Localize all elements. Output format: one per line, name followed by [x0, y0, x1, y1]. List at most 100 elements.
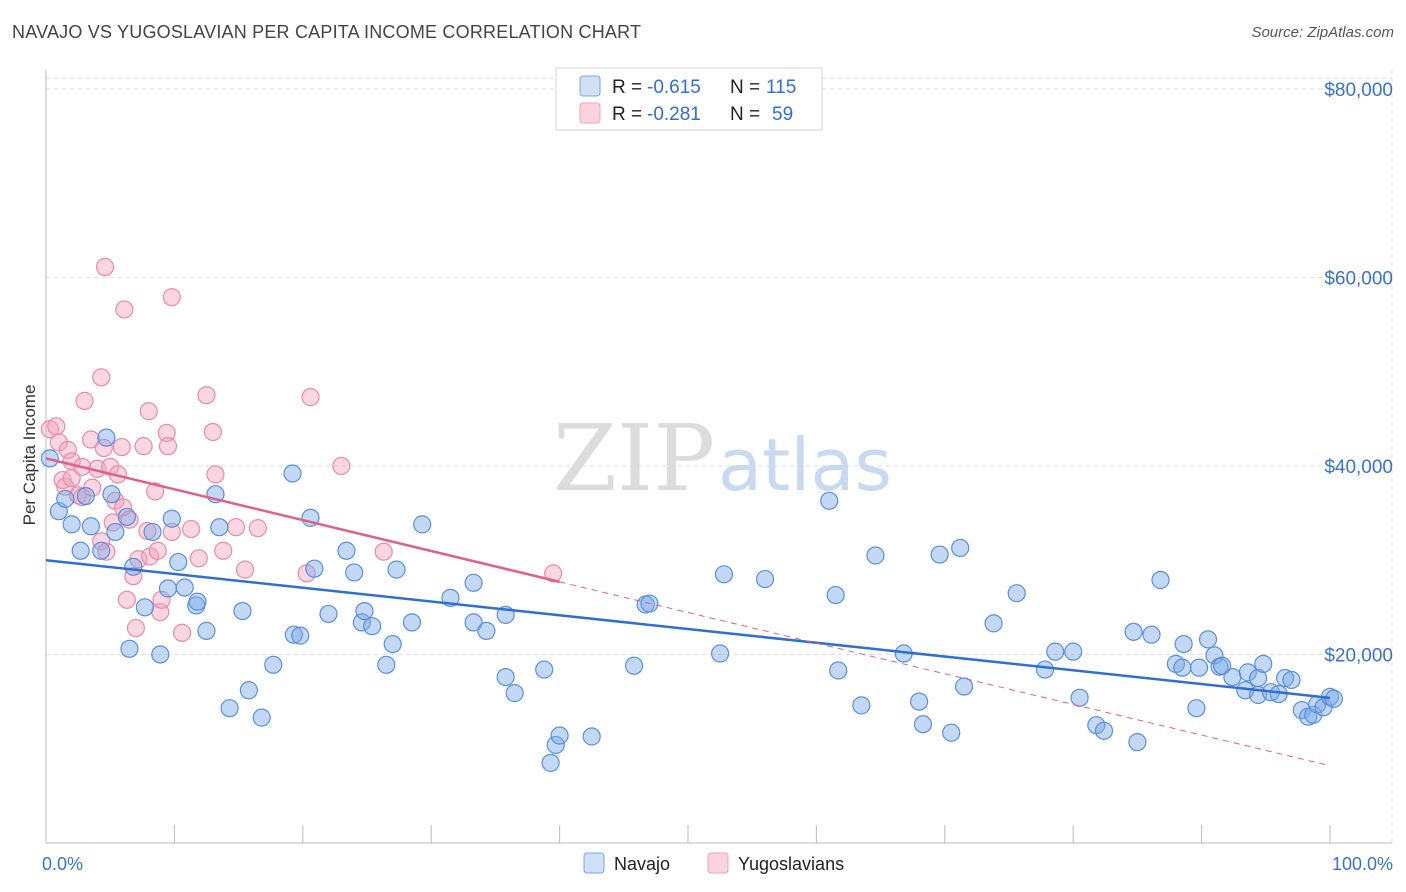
chart-title: NAVAJO VS YUGOSLAVIAN PER CAPITA INCOME … — [12, 22, 642, 42]
yugoslavians-point-18 — [97, 542, 116, 561]
navajo-point-71 — [913, 715, 933, 734]
navajo-point-22 — [197, 621, 216, 640]
navajo-point-76 — [984, 614, 1003, 633]
navajo-point-54 — [546, 735, 565, 755]
navajo-point-106 — [1282, 670, 1301, 690]
yugoslavians-point-33 — [146, 482, 165, 501]
yugoslavians-points — [40, 257, 563, 642]
yugoslavians-point-36 — [152, 590, 171, 609]
navajo-point-64 — [820, 491, 839, 510]
navajo-point-77 — [1007, 584, 1026, 603]
navajo-point-72 — [930, 545, 949, 564]
yugoslavians-point-25 — [117, 590, 136, 609]
navajo-point-18 — [169, 552, 188, 572]
navajo-point-85 — [1128, 733, 1147, 752]
yugoslavians-point-47 — [226, 518, 246, 537]
navajo-point-96 — [1213, 656, 1232, 675]
navajo-point-105 — [1275, 668, 1295, 688]
navajo-point-40 — [363, 617, 382, 636]
yugoslavians-point-43 — [197, 386, 216, 405]
legend-n-label-yugoslavians: N = — [730, 104, 760, 125]
navajo-point-43 — [387, 560, 406, 579]
navajo-points — [40, 428, 1343, 772]
legend-r-label-navajo: R = — [612, 77, 642, 98]
yugoslavians-point-15 — [92, 532, 111, 551]
navajo-point-52 — [505, 684, 524, 703]
yugoslavians-trendline — [45, 457, 560, 584]
navajo-point-61 — [710, 644, 730, 663]
yugoslavians-point-11 — [75, 391, 94, 410]
navajo-point-10 — [117, 507, 136, 526]
navajo-point-83 — [1094, 721, 1114, 740]
navajo-point-79 — [1046, 642, 1065, 661]
yugoslavians-point-41 — [181, 519, 201, 539]
navajo-point-14 — [143, 522, 162, 542]
navajo-point-47 — [464, 613, 483, 632]
navajo-point-8 — [97, 428, 116, 447]
yugoslavians-point-37 — [157, 423, 176, 443]
navajo-point-5 — [76, 486, 95, 506]
y-tick-label-1: $40,000 — [1324, 457, 1393, 478]
navajo-point-58 — [624, 656, 644, 675]
yugoslavians-point-7 — [62, 469, 81, 488]
navajo-point-68 — [866, 546, 885, 565]
navajo-point-66 — [829, 661, 848, 680]
yugoslavians-point-57 — [162, 288, 181, 307]
gridlines — [46, 70, 1393, 843]
yugoslavians-point-23 — [112, 437, 131, 457]
yugoslavians-point-44 — [203, 422, 223, 442]
yugoslavians-point-30 — [134, 437, 153, 456]
navajo-point-53 — [535, 660, 554, 679]
navajo-trendline — [45, 558, 1331, 700]
navajo-point-32 — [291, 626, 310, 645]
yugoslavians-point-52 — [332, 456, 351, 476]
navajo-point-75 — [954, 677, 974, 696]
legend-n-value-navajo: 115 — [766, 77, 796, 98]
navajo-point-42 — [383, 634, 402, 654]
yugoslavians-point-12 — [81, 430, 101, 449]
yugoslavians-point-1 — [47, 417, 66, 436]
yugoslavians-point-5 — [58, 440, 77, 460]
watermark-zip: ZIP — [553, 405, 715, 512]
yugoslavians-point-17 — [94, 438, 113, 458]
navajo-point-26 — [233, 601, 252, 621]
navajo-point-13 — [135, 598, 154, 617]
navajo-point-114 — [102, 485, 121, 504]
navajo-point-87 — [1151, 570, 1170, 590]
navajo-point-45 — [413, 515, 432, 534]
yugoslavians-point-39 — [162, 522, 181, 542]
legend-r-value-navajo: -0.615 — [647, 77, 701, 98]
navajo-point-21 — [188, 592, 207, 611]
navajo-point-74 — [951, 538, 970, 558]
y-axis-title: Per Capita Income — [20, 385, 39, 526]
navajo-point-6 — [81, 517, 101, 536]
yugoslavians-point-53 — [374, 542, 393, 561]
series-legend-swatch-yugoslavians — [707, 852, 729, 874]
navajo-point-4 — [71, 541, 90, 560]
navajo-point-91 — [1187, 699, 1206, 718]
navajo-point-11 — [120, 639, 139, 658]
yugoslavians-point-31 — [138, 521, 157, 541]
yugoslavians-point-26 — [120, 510, 139, 529]
yugoslavians-point-42 — [189, 549, 208, 568]
watermark: ZIP atlas — [553, 405, 892, 512]
legend-r-label-yugoslavians: R = — [612, 104, 642, 125]
navajo-point-93 — [1198, 630, 1218, 649]
navajo-point-3 — [62, 515, 81, 534]
navajo-point-84 — [1124, 622, 1143, 641]
navajo-point-109 — [1304, 705, 1323, 724]
navajo-point-37 — [345, 563, 364, 582]
yugoslavians-point-54 — [544, 564, 563, 583]
x-tick-label-0: 0.0% — [42, 854, 83, 874]
navajo-point-113 — [1324, 689, 1343, 708]
navajo-point-9 — [106, 522, 125, 542]
navajo-point-7 — [92, 541, 111, 560]
stats-legend: R = -0.615 N = 115 R = -0.281 N = 59 — [555, 67, 823, 131]
legend-swatch-navajo — [579, 75, 601, 97]
navajo-point-25 — [220, 699, 239, 718]
navajo-point-29 — [264, 655, 283, 674]
axes — [45, 70, 1392, 844]
navajo-point-15 — [151, 645, 170, 664]
navajo-point-48 — [464, 573, 483, 592]
